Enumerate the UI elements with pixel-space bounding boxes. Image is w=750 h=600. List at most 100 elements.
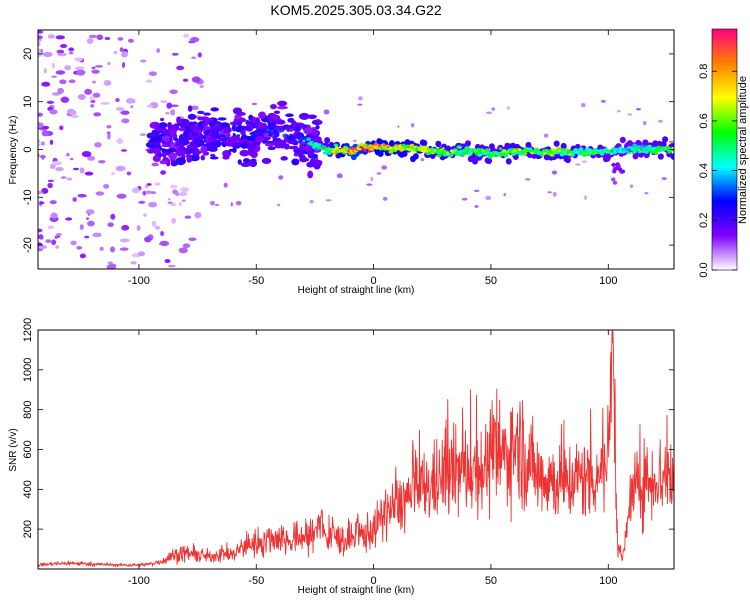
spectrogram-cell: [214, 126, 224, 132]
spectrogram-noise-cell: [160, 100, 168, 104]
spectrogram-noise-cell: [119, 247, 129, 251]
spectrogram-ridge-halo: [324, 137, 331, 144]
spectrogram-noise-cell: [79, 167, 85, 174]
spectrogram-noise-cell: [629, 184, 634, 188]
spectrogram-noise-cell: [38, 234, 44, 240]
spectrogram-noise-cell: [74, 66, 85, 70]
spectrogram-noise-cell: [69, 157, 74, 161]
spectrogram-noise-cell: [74, 57, 83, 62]
spectrogram-ridge-core: [253, 134, 257, 137]
spectrogram-ridge-cell: [599, 152, 605, 156]
spectrogram-x-tick-label: 100: [599, 275, 617, 287]
spectrogram-cell: [161, 135, 172, 142]
spectrogram-cell: [237, 159, 242, 165]
snr-x-tick-label: -100: [128, 575, 150, 587]
spectrogram-cell: [286, 125, 291, 132]
spectrogram-noise-cell: [38, 30, 44, 34]
spectrogram-ridge-halo: [401, 150, 408, 157]
spectrogram-noise-cell: [137, 251, 146, 257]
spectrogram-cell: [153, 135, 163, 143]
spectrogram-ridge-core: [192, 140, 196, 143]
spectrogram-noise-cell: [643, 120, 647, 126]
spectrogram-cell: [160, 117, 165, 122]
spectrogram-noise-cell: [188, 237, 197, 242]
spectrogram-ridge-core: [224, 136, 228, 140]
spectrogram-ridge-core: [340, 149, 344, 153]
spectrogram-ridge-halo: [471, 158, 478, 165]
spectrogram-noise-cell: [668, 140, 674, 143]
spectrogram-ridge-core: [289, 133, 293, 137]
spectrogram-cell: [149, 146, 154, 154]
snr-y-tick-label: 400: [22, 480, 34, 498]
spectrogram-cell: [293, 152, 299, 157]
spectrogram-ridge-halo: [464, 140, 471, 147]
snr-y-tick-label: 1000: [22, 358, 34, 382]
spectrogram-noise-cell: [128, 38, 134, 43]
spectrogram-cell: [175, 149, 186, 156]
spectrogram-cell: [203, 112, 211, 116]
spectrogram-ridge-core: [285, 134, 289, 137]
spectrogram-noise-cell: [503, 192, 507, 197]
spectrogram-ridge-core: [308, 142, 312, 145]
colorbar-tick-label: 0.6: [698, 113, 710, 128]
spectrogram-ridge-core: [270, 129, 274, 133]
spectrogram-cell: [286, 135, 296, 142]
spectrogram-ridge-halo: [421, 139, 428, 147]
spectrogram-y-axis-label: Frequency (Hz): [8, 116, 19, 185]
spectrogram-noise-cell: [110, 246, 115, 253]
spectrogram-noise-cell: [72, 167, 79, 171]
spectrogram-noise-cell: [116, 193, 127, 199]
spectrogram-cell: [242, 158, 251, 163]
spectrogram-cell: [245, 119, 250, 126]
spectrogram-noise-cell: [160, 170, 166, 175]
spectrogram-noise-cell: [178, 202, 182, 206]
spectrogram-cell: [243, 125, 253, 131]
spectrogram-ridge-core: [365, 144, 369, 147]
spectrogram-ridge-core: [310, 143, 314, 147]
spectrogram-noise-cell: [159, 240, 170, 247]
spectrogram-noise-cell: [38, 245, 48, 250]
spectrogram-noise-cell: [59, 44, 68, 49]
spectrogram-x-tick-label: 0: [371, 275, 377, 287]
spectrogram-noise-cell: [174, 192, 180, 197]
figure-title: KOM5.2025.305.03.34.G22: [270, 2, 441, 18]
spectrogram-noise-cell: [182, 78, 189, 82]
spectrogram-ridge-core: [454, 151, 458, 155]
spectrogram-ridge-core: [433, 149, 437, 152]
spectrogram-cell: [270, 104, 277, 110]
spectrogram-noise-cell: [87, 155, 96, 161]
spectrogram-noise-cell: [68, 51, 74, 55]
spectrogram-ridge-core: [401, 148, 405, 151]
spectrogram-cell: [261, 157, 272, 164]
spectrogram-ridge-halo: [657, 153, 664, 160]
spectrogram-noise-cell: [41, 125, 50, 130]
spectrogram-noise-cell: [91, 66, 96, 70]
spectrogram-noise-cell: [51, 239, 57, 246]
spectrogram-cell: [185, 154, 193, 158]
spectrogram-cell: [611, 177, 616, 182]
spectrogram-ridge-core: [395, 144, 399, 148]
spectrogram-cell: [228, 136, 238, 142]
spectrogram-noise-cell: [41, 81, 51, 87]
spectrogram-noise-cell: [616, 109, 621, 113]
spectrogram-cell: [273, 110, 281, 115]
spectrogram-noise-cell: [169, 89, 178, 95]
spectrogram-cell: [232, 122, 242, 126]
spectrogram-ridge-core: [657, 145, 661, 149]
spectrogram-noise-cell: [188, 40, 196, 44]
spectrogram-cell: [166, 148, 177, 153]
spectrogram-cell: [257, 121, 264, 129]
colorbar-gradient: [711, 28, 738, 271]
spectrogram-cell: [267, 146, 276, 151]
spectrogram-cell: [212, 133, 222, 140]
spectrogram-ridge-halo: [304, 145, 311, 152]
spectrogram-ridge-core: [382, 143, 386, 147]
spectrogram-noise-cell: [197, 52, 202, 58]
spectrogram-noise-cell: [38, 35, 43, 40]
spectrogram-ridge-core: [517, 148, 521, 151]
spectrogram-noise-cell: [121, 224, 130, 231]
spectrogram-noise-cell: [183, 33, 190, 38]
snr-series-line: [38, 330, 674, 568]
spectrogram-ridge-core: [359, 145, 363, 149]
spectrogram-noise-cell: [251, 102, 258, 106]
